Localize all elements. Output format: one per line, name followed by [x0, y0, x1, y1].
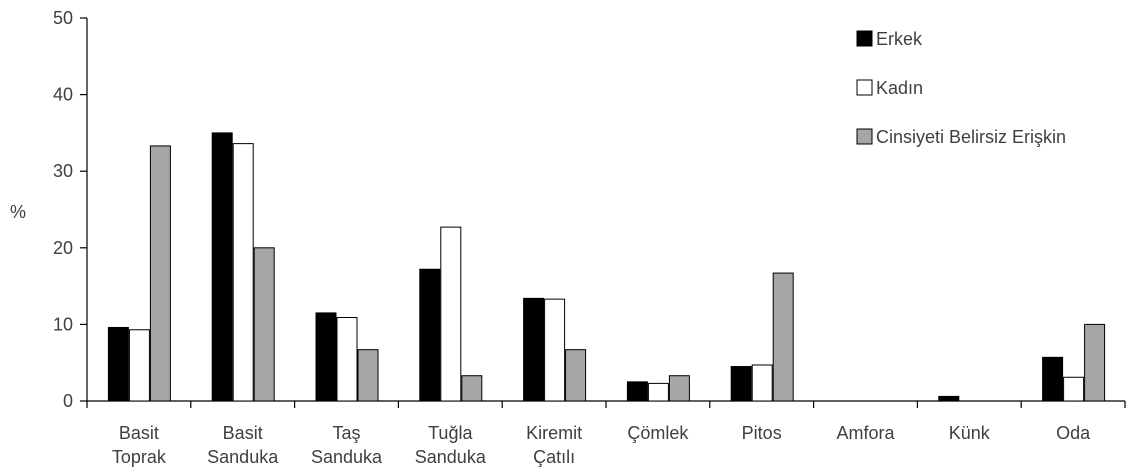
bar-erkek-9 [1042, 356, 1064, 402]
bar-cinsiyeti-belirsiz-eri-kin-3 [461, 375, 483, 402]
legend-label: Cinsiyeti Belirsiz Erişkin [876, 127, 1066, 147]
bar-kad-n-6 [751, 364, 773, 402]
bar-cinsiyeti-belirsiz-eri-kin-1 [253, 247, 275, 402]
bar-cinsiyeti-belirsiz-eri-kin-0 [149, 145, 171, 402]
x-category-label: Oda [1056, 423, 1091, 443]
y-tick-label: 40 [53, 85, 73, 105]
y-tick-label: 50 [53, 8, 73, 28]
bar-kad-n-9 [1063, 376, 1085, 402]
bar-erkek-0 [107, 326, 129, 402]
x-category-label: Basit [119, 423, 159, 443]
bar-kad-n-2 [336, 317, 358, 402]
bar-erkek-2 [315, 312, 337, 402]
y-tick-label: 30 [53, 161, 73, 181]
bar-kad-n-5 [647, 382, 669, 402]
bars [107, 132, 1106, 402]
legend-swatch [856, 79, 873, 96]
x-category-label: Basit [223, 423, 263, 443]
legend-swatch [856, 128, 873, 145]
bar-cinsiyeti-belirsiz-eri-kin-4 [565, 349, 587, 402]
bar-kad-n-4 [544, 298, 566, 402]
x-category-label: Sanduka [415, 447, 487, 467]
x-category-label: Pitos [742, 423, 782, 443]
y-tick-label: 20 [53, 238, 73, 258]
x-category-label: Sanduka [311, 447, 383, 467]
bar-erkek-6 [730, 366, 752, 402]
bar-erkek-8 [938, 395, 960, 402]
legend-swatch [856, 30, 873, 47]
bar-cinsiyeti-belirsiz-eri-kin-5 [668, 375, 690, 402]
legend: Erkek Kadın Cinsiyeti Belirsiz Erişkin [856, 29, 1066, 147]
x-category-label: Çatılı [533, 447, 575, 467]
x-axis: Basit Toprak Basit Sanduka Taş Sanduka Tuğla Sa… [86, 400, 1126, 467]
x-category-label: Künk [949, 423, 991, 443]
bar-cinsiyeti-belirsiz-eri-kin-2 [357, 349, 379, 402]
bar-kad-n-0 [128, 329, 150, 402]
y-tick-label: 10 [53, 314, 73, 334]
x-category-label: Amfora [836, 423, 895, 443]
bar-erkek-4 [523, 297, 545, 402]
x-category-label: Taş [332, 423, 360, 443]
x-category-label: Tuğla [428, 423, 473, 443]
x-category-label: Toprak [112, 447, 167, 467]
legend-label: Erkek [876, 29, 923, 49]
y-axis: 0 10 20 30 40 50 [53, 8, 88, 411]
x-category-label: Kiremit [526, 423, 582, 443]
bar-erkek-5 [626, 381, 648, 402]
bar-erkek-3 [419, 268, 441, 402]
x-category-label: Sanduka [207, 447, 279, 467]
legend-label: Kadın [876, 78, 923, 98]
bar-cinsiyeti-belirsiz-eri-kin-9 [1084, 323, 1106, 402]
x-category-label: Çömlek [627, 423, 689, 443]
bar-erkek-1 [211, 132, 233, 402]
bar-kad-n-3 [440, 226, 462, 402]
bar-kad-n-1 [232, 143, 254, 402]
y-tick-label: 0 [63, 391, 73, 411]
bar-cinsiyeti-belirsiz-eri-kin-6 [772, 272, 794, 402]
y-axis-label: % [10, 202, 26, 222]
